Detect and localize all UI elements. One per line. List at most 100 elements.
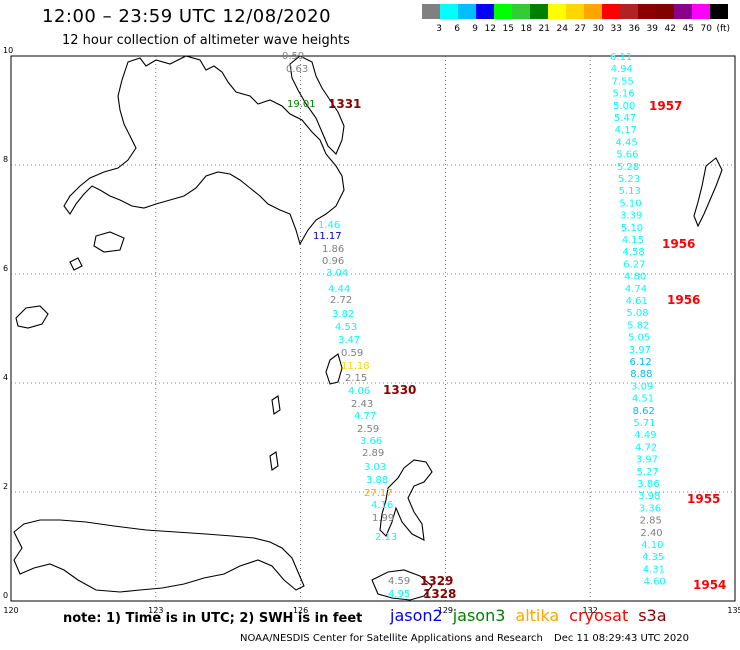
swh-value: 4.06 xyxy=(348,386,370,397)
coastline-mindanao xyxy=(63,55,345,246)
swh-value: 4.74 xyxy=(625,284,647,295)
legend-tick-label: 27 xyxy=(574,24,586,34)
legend-swatch xyxy=(638,4,656,19)
swh-value: 2.59 xyxy=(357,424,379,435)
legend-swatch xyxy=(584,4,602,19)
swh-value: 3.66 xyxy=(360,436,382,447)
swh-value: 11.17 xyxy=(313,231,342,242)
swh-value: 4.44 xyxy=(328,284,350,295)
swh-value: 5.00 xyxy=(613,101,635,112)
swh-value: 1.99 xyxy=(372,513,394,524)
legend-swatch xyxy=(530,4,548,19)
legend-tick-label: 18 xyxy=(520,24,532,34)
west-track: 0.590.6319.011.4611.171.860.963.044.442.… xyxy=(282,51,410,600)
pass-number-label: 1331 xyxy=(328,97,361,111)
swh-value: 5.66 xyxy=(616,150,638,161)
swh-value: 4.77 xyxy=(354,411,376,422)
generated-timestamp: Dec 11 08:29:43 UTC 2020 xyxy=(554,633,689,644)
swh-value: 4.60 xyxy=(644,577,666,588)
satellite-legend-item: cryosat xyxy=(569,606,629,625)
coastline-morotai xyxy=(325,353,343,385)
legend-tick-label: 45 xyxy=(682,24,694,34)
legend-swatch xyxy=(602,4,620,19)
swh-value: 3.39 xyxy=(620,211,642,222)
satellite-legend-item: jason2 xyxy=(390,606,443,625)
pass-number-label: 1328 xyxy=(423,587,456,601)
swh-value: 4.10 xyxy=(641,540,663,551)
satellite-legend: jason2 jason3 altika cryosat s3a xyxy=(390,606,677,625)
satellite-legend-item: s3a xyxy=(638,606,667,625)
swh-value: 8.62 xyxy=(633,406,655,417)
axis-labels: 120 123 126 129 132 135 0 2 4 6 8 10 xyxy=(3,46,740,615)
legend-tick-label: (ft) xyxy=(716,24,730,34)
swh-value: 3.09 xyxy=(631,381,653,392)
swh-value: 4.51 xyxy=(632,394,654,405)
pass-number-label: 1329 xyxy=(420,574,453,588)
swh-value: 3.88 xyxy=(366,475,388,486)
swh-value: 4.15 xyxy=(622,235,644,246)
pass-number-label: 1956 xyxy=(662,237,695,251)
swh-value: 4.17 xyxy=(615,125,637,136)
swh-value: 7.55 xyxy=(612,76,634,87)
page-subtitle: 12 hour collection of altimeter wave hei… xyxy=(62,33,350,48)
swh-value: 4.58 xyxy=(622,247,644,258)
swh-value: 4.45 xyxy=(615,137,637,148)
east-track: 6.114.947.55 5.165.005.474.174.45 5.665.28… xyxy=(610,52,666,588)
swh-value: 3.97 xyxy=(629,345,651,356)
legend-tick-label: 36 xyxy=(628,24,640,34)
swh-value: 4.16 xyxy=(371,500,393,511)
swh-value: 8.88 xyxy=(630,369,652,380)
lat-tick-label: 2 xyxy=(3,482,8,491)
legend-swatch xyxy=(620,4,638,19)
lon-tick-label: 129 xyxy=(438,606,453,615)
lon-tick-label: 126 xyxy=(293,606,308,615)
swh-value: 3.04 xyxy=(326,268,348,279)
swh-value: 4.59 xyxy=(388,576,410,587)
legend-swatch xyxy=(656,4,674,19)
swh-value: 5.08 xyxy=(626,308,648,319)
legend-swatch xyxy=(476,4,494,19)
swh-value: 3.36 xyxy=(639,503,661,514)
swh-value: 4.49 xyxy=(634,430,656,441)
lat-tick-label: 6 xyxy=(3,264,8,273)
pass-number-label: 1954 xyxy=(693,578,726,592)
swh-value: 6.12 xyxy=(630,357,652,368)
swh-value: 5.10 xyxy=(621,223,643,234)
swh-value: 5.16 xyxy=(612,89,634,100)
legend-swatch xyxy=(494,4,512,19)
swh-value: 2.85 xyxy=(640,516,662,527)
swh-value: 2.40 xyxy=(640,528,662,539)
legend-tick-label: 6 xyxy=(454,24,460,34)
swh-value: 2.89 xyxy=(362,448,384,459)
swh-value: 0.63 xyxy=(286,64,308,75)
lon-tick-label: 123 xyxy=(148,606,163,615)
swh-value: 6.27 xyxy=(623,259,645,270)
legend-swatch xyxy=(548,4,566,19)
credit-line: NOAA/NESDIS Center for Satellite Applica… xyxy=(240,633,543,644)
legend-swatch xyxy=(422,4,440,19)
swh-value: 4.94 xyxy=(611,64,633,75)
map-frame xyxy=(10,55,736,602)
coastline-mindanao-east xyxy=(289,55,345,155)
swh-value: 3.47 xyxy=(338,335,360,346)
swh-value: 4.95 xyxy=(388,589,410,600)
satellite-legend-item: altika xyxy=(515,606,560,625)
swh-value: 19.01 xyxy=(287,99,316,110)
swh-value: 5.05 xyxy=(628,333,650,344)
legend-tick-label: 33 xyxy=(610,24,622,34)
swh-value: 6.11 xyxy=(610,52,632,63)
lat-tick-label: 0 xyxy=(3,591,8,600)
legend-tick-label: 15 xyxy=(502,24,514,34)
lon-tick-label: 120 xyxy=(3,606,18,615)
coastline-sulawesi xyxy=(13,519,305,593)
swh-value: 5.23 xyxy=(618,174,640,185)
legend-swatch xyxy=(458,4,476,19)
coastline-small-island-5 xyxy=(269,451,279,471)
legend-tick-label: 24 xyxy=(556,24,568,34)
swh-value: 1.86 xyxy=(322,244,344,255)
swh-value: 4.61 xyxy=(626,296,648,307)
legend-swatch xyxy=(566,4,584,19)
swh-value: 3.82 xyxy=(332,309,354,320)
coastline-small-island-1 xyxy=(93,231,125,253)
swh-value: 4.31 xyxy=(643,564,665,575)
